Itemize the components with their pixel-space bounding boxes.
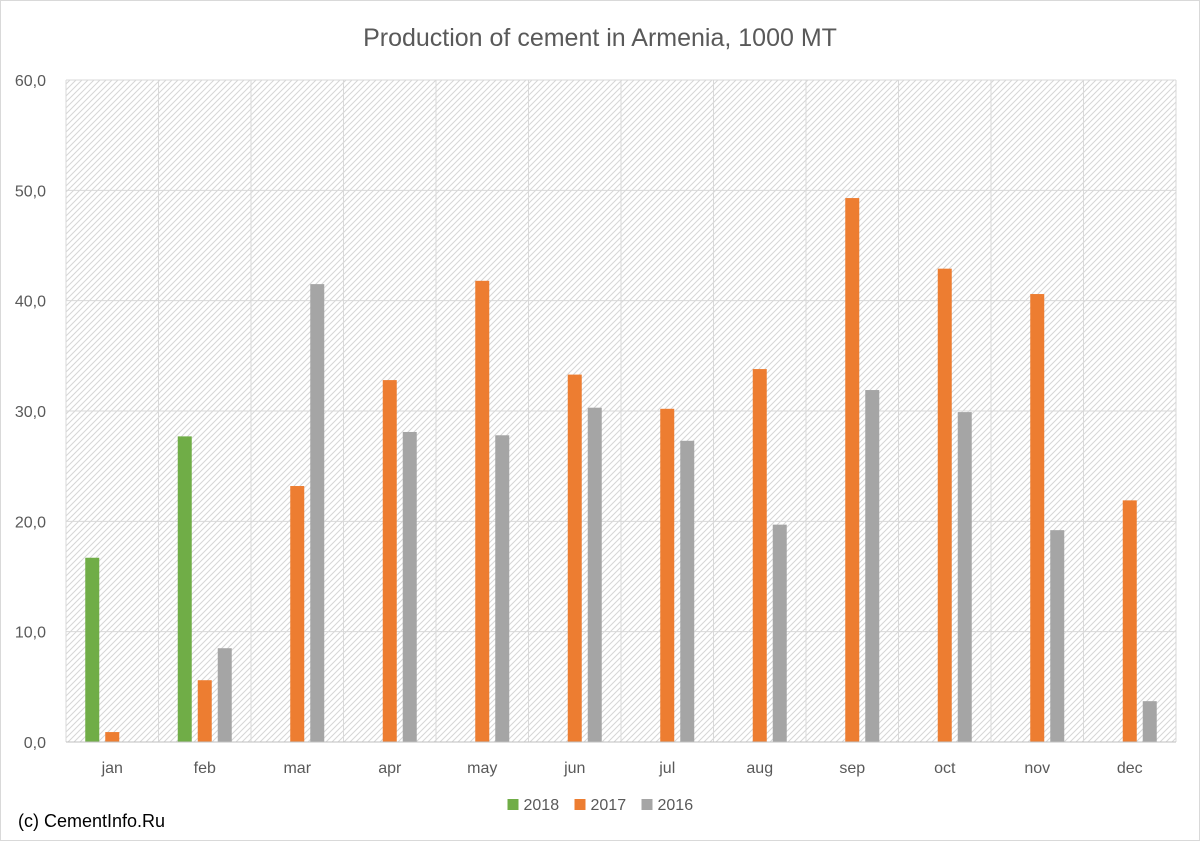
legend-label: 2018 [524, 797, 560, 814]
legend-label: 2017 [591, 797, 627, 814]
y-tick-label: 50,0 [15, 183, 46, 200]
bar-2017-apr [382, 380, 397, 742]
gridlines [65, 79, 1177, 743]
bar-2016-oct [957, 412, 972, 742]
bar-2017-may [475, 280, 490, 742]
x-tick-label: jul [658, 760, 675, 777]
bar-2016-apr [402, 431, 417, 742]
bar-2017-aug [752, 369, 767, 742]
bar-2016-may [495, 435, 510, 742]
x-tick-label: nov [1024, 760, 1050, 777]
bar-2016-dec [1142, 701, 1157, 742]
legend-label: 2016 [658, 797, 694, 814]
bar-2017-jun [567, 374, 582, 742]
legend-swatch-2016 [641, 799, 653, 810]
bar-2016-aug [772, 524, 787, 742]
bar-2017-sep [845, 198, 860, 743]
x-tick-label: apr [378, 760, 402, 777]
bars [85, 198, 1157, 743]
bar-2016-sep [865, 390, 880, 742]
x-tick-label: sep [839, 760, 865, 777]
y-tick-label: 10,0 [15, 625, 46, 642]
legend-swatch-2017 [574, 799, 586, 810]
x-tick-label: mar [283, 760, 311, 777]
y-axis-tick-labels: 0,0 10,0 20,0 30,0 40,0 50,0 60,0 [15, 73, 46, 752]
x-tick-label: may [467, 760, 497, 777]
bar-2017-mar [290, 486, 305, 742]
bar-2017-jul [660, 408, 675, 742]
source-credit: (c) CementInfo.Ru [18, 811, 165, 831]
bar-2017-nov [1030, 294, 1045, 742]
y-tick-label: 30,0 [15, 404, 46, 421]
x-tick-label: aug [746, 760, 773, 777]
x-tick-label: jun [563, 760, 585, 777]
bar-2016-nov [1050, 530, 1065, 742]
bar-2017-oct [937, 268, 952, 742]
bar-2016-mar [310, 284, 325, 742]
bar-2017-dec [1122, 500, 1137, 742]
x-tick-label: jan [101, 760, 123, 777]
bar-2016-jun [587, 407, 602, 742]
bar-2016-feb [217, 648, 232, 742]
x-tick-label: dec [1117, 760, 1143, 777]
x-axis-tick-labels: jan feb mar apr may jun jul aug sep oct nov dec [101, 760, 1143, 777]
bar-2018-jan [85, 557, 100, 742]
bar-2016-jul [680, 440, 695, 742]
bar-2017-jan [105, 732, 120, 742]
bar-2017-feb [197, 680, 212, 742]
y-tick-label: 60,0 [15, 73, 46, 90]
bar-2018-feb [177, 436, 192, 742]
y-tick-label: 0,0 [24, 735, 46, 752]
y-tick-label: 20,0 [15, 514, 46, 531]
legend: 2018 2017 2016 [507, 797, 694, 814]
chart-title: Production of cement in Armenia, 1000 MT [363, 24, 837, 52]
x-tick-label: feb [194, 760, 216, 777]
x-tick-label: oct [934, 760, 956, 777]
y-tick-label: 40,0 [15, 294, 46, 311]
legend-swatch-2018 [507, 799, 519, 810]
